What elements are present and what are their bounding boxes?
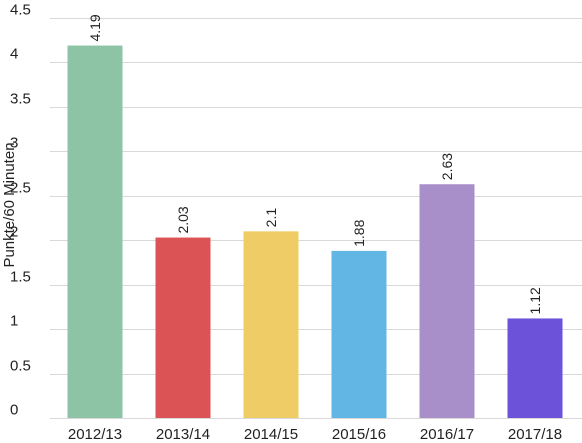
y-tick-label: 2: [10, 224, 18, 241]
label-layer: 0 0.5 1 1.5 2 2.5 3 3.5 4 4.5 4.19 2012/13 2.03 2013/…: [10, 2, 562, 443]
bar: [507, 318, 563, 418]
y-tick-label: 2.5: [10, 180, 31, 197]
data-label: 2.1: [263, 208, 279, 228]
data-label: 4.19: [87, 14, 103, 41]
x-tick-label: 2015/16: [332, 426, 386, 443]
data-label: 2.03: [175, 206, 191, 233]
bar: [155, 237, 211, 418]
y-tick-label: 3: [10, 135, 18, 152]
x-tick-label: 2012/13: [68, 426, 122, 443]
bar: [243, 231, 299, 418]
data-label: 1.88: [351, 219, 367, 246]
bar-layer: [67, 45, 563, 419]
grid-layer: [50, 18, 582, 419]
x-tick-label: 2016/17: [420, 426, 474, 443]
y-tick-label: 1: [10, 313, 18, 330]
x-tick-label: 2017/18: [508, 426, 562, 443]
y-tick-label: 0: [10, 402, 18, 419]
data-label: 2.63: [439, 153, 455, 180]
y-tick-label: 0.5: [10, 358, 31, 375]
y-tick-label: 4.5: [10, 2, 31, 19]
bar: [419, 184, 475, 418]
data-label: 1.12: [527, 287, 543, 314]
x-tick-label: 2013/14: [156, 426, 210, 443]
bar: [331, 250, 387, 418]
y-axis-title: Punkte/60 Minuten: [1, 142, 18, 267]
y-tick-label: 1.5: [10, 269, 31, 286]
bar: [67, 45, 123, 419]
x-tick-label: 2014/15: [244, 426, 298, 443]
y-tick-label: 4: [10, 46, 18, 63]
y-tick-label: 3.5: [10, 91, 31, 108]
